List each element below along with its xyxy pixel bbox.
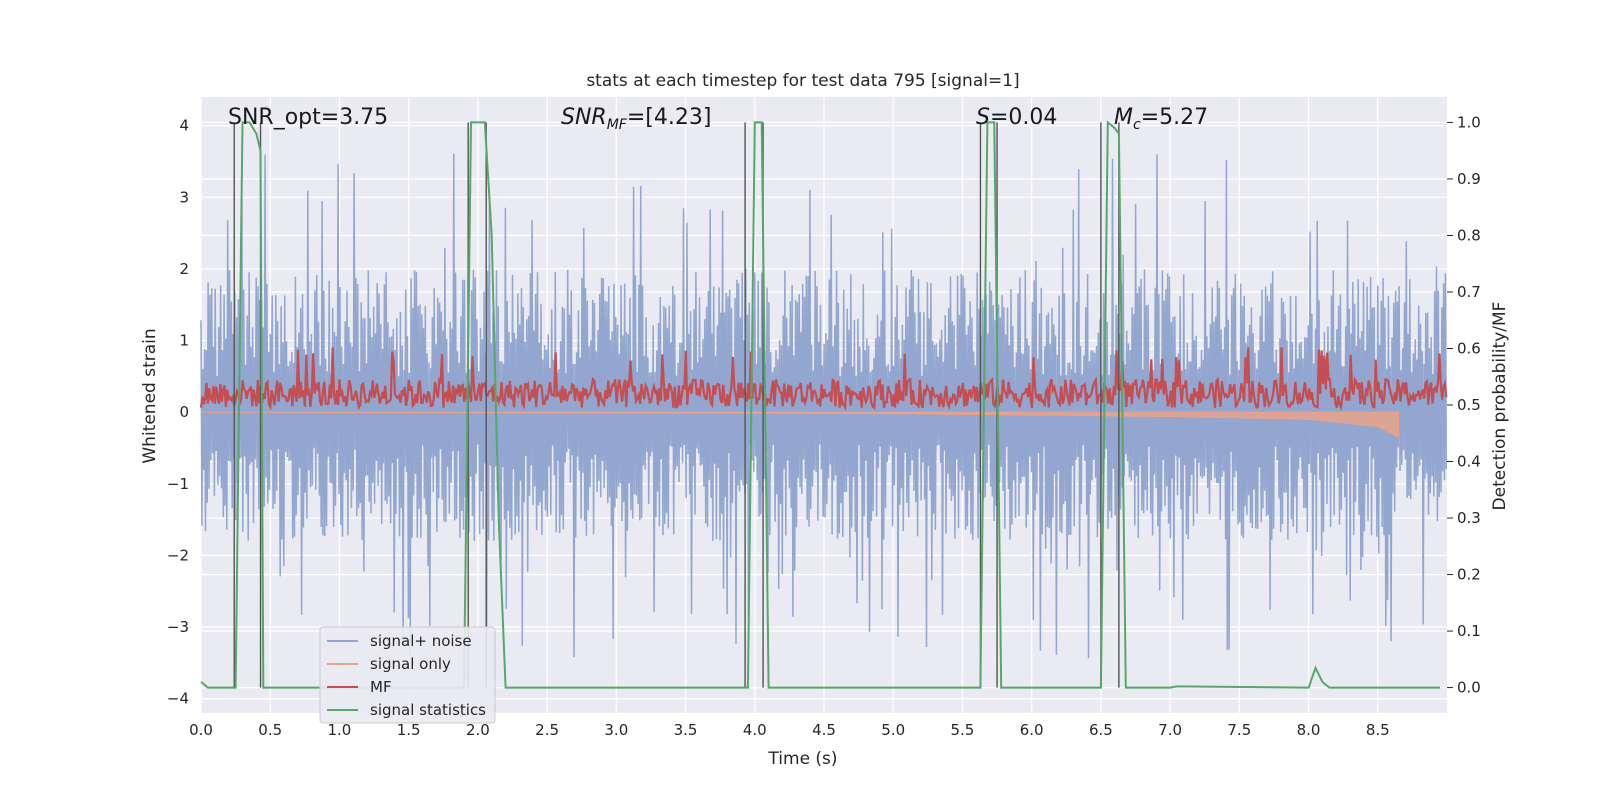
y2-tick-label: 0.1 [1457,622,1481,640]
x-tick-label: 1.5 [397,721,421,739]
legend-label-signal-only: signal only [370,655,451,673]
x-tick-label: 3.0 [604,721,628,739]
snr-opt-annotation: SNR_opt=3.75 [228,105,388,130]
x-tick-label: 4.0 [743,721,767,739]
y2-axis-title: Detection probability/MF [1490,302,1510,511]
y-tick-label: −3 [167,618,189,636]
y-tick-label: 4 [179,117,189,135]
snr-mf-annotation: SNRMF=[4.23] [561,105,711,133]
y2-tick-label: 0.2 [1457,566,1481,584]
x-tick-label: 5.0 [881,721,905,739]
y2-tick-label: 0.3 [1457,509,1481,527]
x-tick-label: 2.5 [535,721,559,739]
y2-tick-label: 0.9 [1457,170,1481,188]
snr-mf-subscript: MF [607,117,628,133]
y-axis-title: Whitened strain [140,328,160,463]
series-signal-statistics [200,120,1441,689]
y-tick-label: 2 [179,260,189,278]
x-tick-label: 7.5 [1227,721,1251,739]
y-tick-label: −2 [167,546,189,564]
snr-mf-value: =[4.23] [627,105,712,130]
y2-tick-label: 0.7 [1457,283,1481,301]
x-tick-label: 7.0 [1158,721,1182,739]
x-tick-label: 6.5 [1089,721,1113,739]
s-value: =0.04 [990,105,1057,130]
legend-label-mf: MF [370,678,392,696]
y-tick-label: 3 [179,188,189,206]
legend: signal+ noise signal only MF signal stat… [319,626,496,724]
y2-tick-label: 0.5 [1457,396,1481,414]
legend-label-signal-statistics: signal statistics [370,701,486,719]
x-tick-label: 1.0 [328,721,352,739]
legend-box [319,626,496,724]
x-tick-label: 5.5 [951,721,975,739]
y-tick-label: 1 [179,332,189,350]
x-tick-label: 0.5 [258,721,282,739]
mc-symbol: M [1114,105,1133,130]
mc-value: =5.27 [1141,105,1208,130]
mc-annotation: Mc=5.27 [1114,105,1208,133]
y-tick-label: −4 [167,690,189,708]
y2-tick-label: 1.0 [1457,113,1481,131]
x-tick-label: 8.5 [1366,721,1390,739]
x-tick-label: 8.0 [1297,721,1321,739]
x-tick-label: 4.5 [812,721,836,739]
y2-tick-label: 0.4 [1457,453,1481,471]
y2-tick-label: 0.0 [1457,679,1481,697]
s-annotation: S=0.04 [976,105,1057,130]
legend-label-signal-noise: signal+ noise [370,632,472,650]
y-tick-label: 0 [179,403,189,421]
x-tick-label: 2.0 [466,721,490,739]
y-tick-label: −1 [167,475,189,493]
ticks: 0.0 0.5 1.0 1.5 2.0 2.5 3.0 3.5 4.0 4.5 5.0 5.5 6.0 6… [167,113,1481,739]
x-axis-title: Time (s) [767,749,837,769]
x-tick-label: 6.0 [1020,721,1044,739]
y2-tick-label: 0.6 [1457,339,1481,357]
x-tick-label: 3.5 [674,721,698,739]
x-tick-label: 0.0 [189,721,213,739]
series-mf [199,347,1448,412]
annotations: SNR_opt=3.75 SNRMF=[4.23] S=0.04 Mc=5.27 [228,105,1208,133]
snr-mf-symbol: SNR [561,105,607,130]
y2-tick-label: 0.8 [1457,226,1481,244]
mc-subscript: c [1133,117,1141,133]
series-signal-only [200,411,1399,439]
s-symbol: S [976,105,990,130]
series-area [199,120,1448,689]
series-signal-noise [200,153,1448,661]
chart-title: stats at each timestep for test data 795… [586,71,1019,91]
